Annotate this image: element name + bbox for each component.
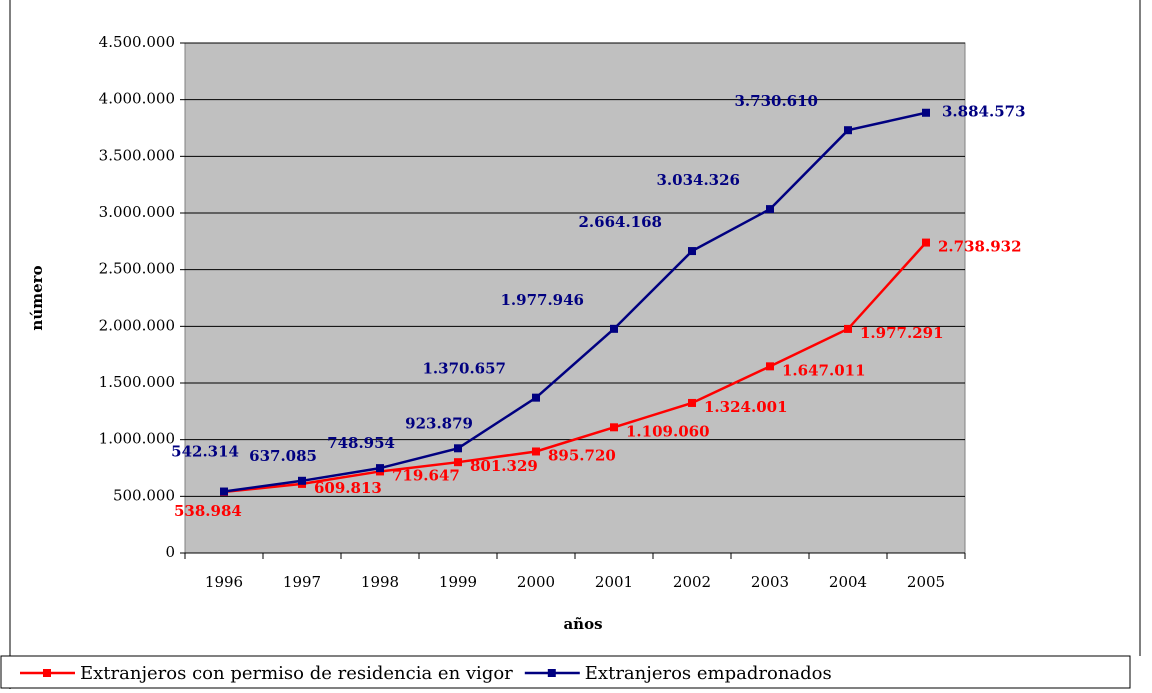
data-label: 719.647 <box>392 466 460 484</box>
legend-label: Extranjeros con permiso de residencia en… <box>80 663 513 684</box>
marker <box>376 464 384 473</box>
data-label: 2.738.932 <box>938 238 1022 256</box>
data-label: 609.813 <box>314 479 382 497</box>
data-label: 3.730.610 <box>734 92 818 110</box>
marker <box>844 126 852 135</box>
data-label: 3.884.573 <box>942 103 1026 121</box>
series-line <box>223 111 927 493</box>
marker <box>922 108 930 117</box>
marker <box>532 393 540 402</box>
data-label: 637.085 <box>249 447 317 465</box>
x-tick-label: 1996 <box>205 573 243 591</box>
data-label: 1.647.011 <box>782 361 866 379</box>
marker <box>688 398 696 407</box>
y-tick-label: 3.000.000 <box>99 203 175 221</box>
x-tick-label: 1998 <box>361 573 399 591</box>
x-tick-label: 2003 <box>751 573 789 591</box>
y-tick-label: 3.500.000 <box>99 146 175 164</box>
data-label: 801.329 <box>470 457 538 475</box>
data-label: 748.954 <box>327 434 395 452</box>
data-label: 1.977.291 <box>860 324 944 342</box>
marker <box>454 444 462 453</box>
marker <box>922 238 930 247</box>
y-tick-label: 1.000.000 <box>99 430 175 448</box>
x-tick-label: 2000 <box>517 573 555 591</box>
x-tick-label: 2004 <box>829 573 867 591</box>
data-label: 1.109.060 <box>626 422 710 440</box>
marker <box>298 476 306 485</box>
plot-area <box>184 42 966 554</box>
y-tick-label: 4.500.000 <box>99 33 175 51</box>
data-label: 3.034.326 <box>656 171 740 189</box>
marker <box>688 247 696 256</box>
y-tick-label: 500.000 <box>113 486 175 504</box>
marker <box>220 487 228 496</box>
y-tick-label: 2.500.000 <box>99 260 175 278</box>
marker <box>610 423 618 432</box>
x-tick-label: 2002 <box>673 573 711 591</box>
x-tick-label: 1997 <box>283 573 321 591</box>
legend-label: Extranjeros empadronados <box>585 663 832 684</box>
y-tick-label: 2.000.000 <box>99 316 175 334</box>
data-label: 1.324.001 <box>704 398 788 416</box>
legend-marker <box>547 669 556 677</box>
y-tick-label: 1.500.000 <box>99 373 175 391</box>
x-tick-label: 2001 <box>595 573 633 591</box>
data-label: 1.370.657 <box>422 360 506 378</box>
legend-marker <box>43 669 51 677</box>
data-label: 923.879 <box>405 414 473 432</box>
x-tick-label: 2005 <box>907 573 945 591</box>
series-line <box>223 241 927 494</box>
marker <box>766 205 774 214</box>
data-label: 895.720 <box>548 446 616 464</box>
y-tick-label: 4.000.000 <box>99 90 175 108</box>
x-tick-label: 1999 <box>439 573 477 591</box>
marker <box>532 447 540 456</box>
marker <box>844 324 852 333</box>
marker <box>454 458 462 467</box>
x-axis-title: años <box>563 615 602 633</box>
data-label: 538.984 <box>174 502 242 520</box>
y-axis-title: número <box>28 265 46 330</box>
y-tick-label: 0 <box>165 543 175 561</box>
data-label: 542.314 <box>171 443 239 461</box>
data-label: 1.977.946 <box>500 291 584 309</box>
marker <box>610 324 618 333</box>
data-label: 2.664.168 <box>578 213 662 231</box>
marker <box>766 362 774 371</box>
